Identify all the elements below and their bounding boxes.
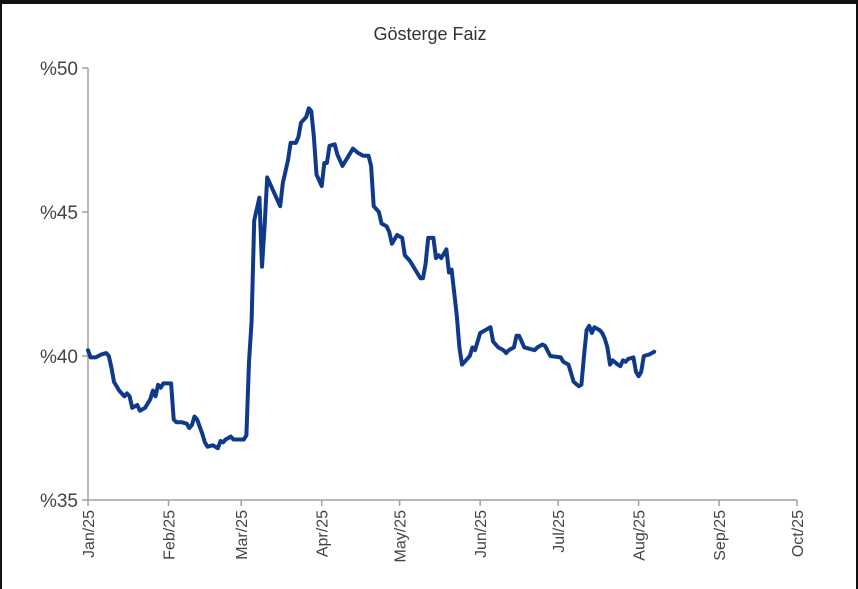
y-tick-label: %40 bbox=[40, 347, 78, 368]
x-tick-label: Apr/25 bbox=[315, 510, 332, 557]
x-tick-label: Feb/25 bbox=[162, 510, 179, 560]
x-tick-label: Oct/25 bbox=[790, 510, 807, 557]
series-group bbox=[86, 106, 657, 451]
series-line bbox=[86, 106, 657, 451]
x-tick-label: Jan/25 bbox=[81, 510, 98, 558]
x-ticks: Jan/25 Feb/25 Mar/25 Apr/25 May/25 Jun/25 Jul/… bbox=[81, 500, 807, 562]
x-tick-label: Jun/25 bbox=[473, 510, 490, 558]
x-tick-label: May/25 bbox=[393, 510, 410, 563]
left-border bbox=[0, 0, 2, 589]
y-tick-label: %50 bbox=[40, 59, 78, 80]
y-tick-label: %35 bbox=[40, 491, 78, 512]
right-border bbox=[856, 0, 858, 589]
x-tick-label: Jul/25 bbox=[551, 510, 568, 553]
y-tick-label: %45 bbox=[40, 203, 78, 224]
x-tick-label: Sep/25 bbox=[712, 510, 729, 561]
chart-title: Gösterge Faiz bbox=[373, 24, 486, 44]
x-tick-label: Aug/25 bbox=[632, 510, 649, 561]
top-border bbox=[0, 0, 858, 4]
y-ticks: %35 %40 %45 %50 bbox=[40, 59, 88, 512]
x-tick-label: Mar/25 bbox=[234, 510, 251, 560]
